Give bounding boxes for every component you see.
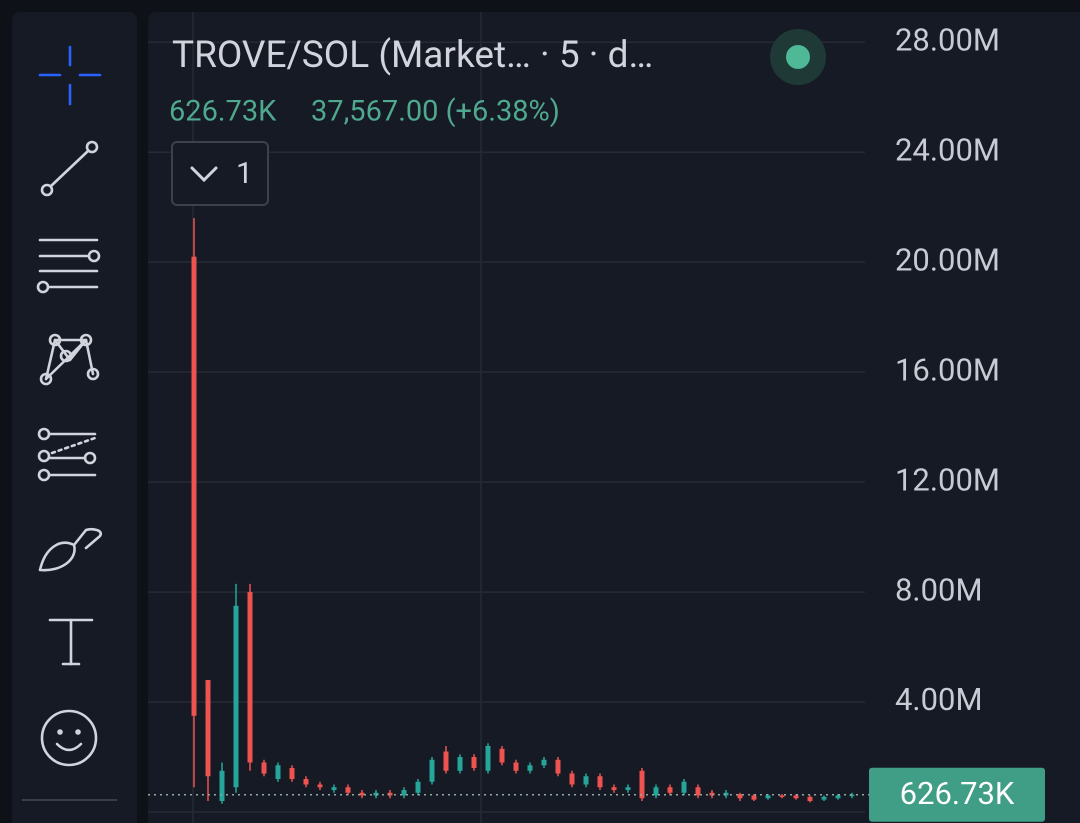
candle-body <box>359 792 365 796</box>
pattern-tool[interactable] <box>39 333 100 386</box>
collapse-button[interactable]: 1 <box>171 141 269 206</box>
fib-tool[interactable] <box>36 238 101 294</box>
candle-body <box>583 776 589 785</box>
last-price-tag <box>869 767 1045 822</box>
y-tick-label: 8.00M <box>895 571 983 608</box>
candle-body <box>317 784 323 788</box>
candle-body <box>639 770 645 799</box>
candle-body <box>667 787 673 793</box>
candle-body <box>793 795 799 799</box>
y-tick-label: 4.00M <box>895 681 983 718</box>
candle-body <box>275 765 281 780</box>
candle-body <box>597 776 603 788</box>
y-tick-label: 20.00M <box>895 241 1000 278</box>
candle-body <box>429 759 435 782</box>
y-tick-label: 24.00M <box>895 131 1000 168</box>
candle-body <box>513 762 519 771</box>
crosshair-tool[interactable] <box>38 45 102 106</box>
candle-body <box>485 746 491 771</box>
price-change: 37,567.00 (+6.38%) <box>311 95 560 129</box>
candle-body <box>737 794 743 799</box>
prediction-tool[interactable] <box>37 427 97 482</box>
candle-body <box>443 751 449 771</box>
candle-body <box>261 762 267 774</box>
candle-body <box>527 765 533 771</box>
trend-line-tool[interactable] <box>40 140 99 197</box>
candle-body <box>415 781 421 793</box>
candle-body <box>541 759 547 766</box>
chart-panel <box>148 12 1080 823</box>
plot <box>148 41 870 813</box>
candle-body <box>807 796 813 802</box>
emoji-tool[interactable] <box>40 709 98 767</box>
candle-body <box>289 768 295 780</box>
candle-body <box>457 757 463 771</box>
candle-body <box>205 680 211 777</box>
candle-body <box>191 256 197 716</box>
candle-body <box>653 787 659 796</box>
text-tool[interactable] <box>48 618 94 666</box>
candle-body <box>765 795 771 799</box>
candle-body <box>569 773 575 785</box>
candle-body <box>303 779 309 785</box>
candle-body <box>625 787 631 791</box>
collapse-count: 1 <box>236 156 253 191</box>
last-price: 626.73K <box>169 95 277 129</box>
candle-body <box>331 787 337 791</box>
candle-body <box>219 770 225 802</box>
symbol-title: TROVE/SOL (Market… · 5 · d… <box>172 34 653 77</box>
candle-body <box>555 759 561 774</box>
y-tick-label: 16.00M <box>895 351 1000 388</box>
last-price-label: 626.73K <box>900 775 1015 812</box>
candle-body <box>695 787 701 796</box>
candle-body <box>751 795 757 800</box>
candle-body <box>247 592 253 763</box>
candle-body <box>233 605 239 788</box>
candle-body <box>821 796 827 800</box>
chevron <box>190 166 218 183</box>
candle-body <box>471 757 477 769</box>
collapse-box <box>171 141 269 206</box>
candle-body <box>401 790 407 796</box>
candle-body <box>499 748 505 763</box>
candle-body <box>611 787 617 791</box>
toolbar <box>12 12 137 823</box>
status-dot <box>786 45 810 69</box>
candle-body <box>345 787 351 793</box>
candle-body <box>681 781 687 793</box>
brush-tool[interactable] <box>38 527 103 572</box>
y-tick-label: 12.00M <box>895 461 1000 498</box>
candle-body <box>835 795 841 799</box>
candle-body <box>779 795 785 798</box>
y-tick-label: 28.00M <box>895 21 1000 58</box>
